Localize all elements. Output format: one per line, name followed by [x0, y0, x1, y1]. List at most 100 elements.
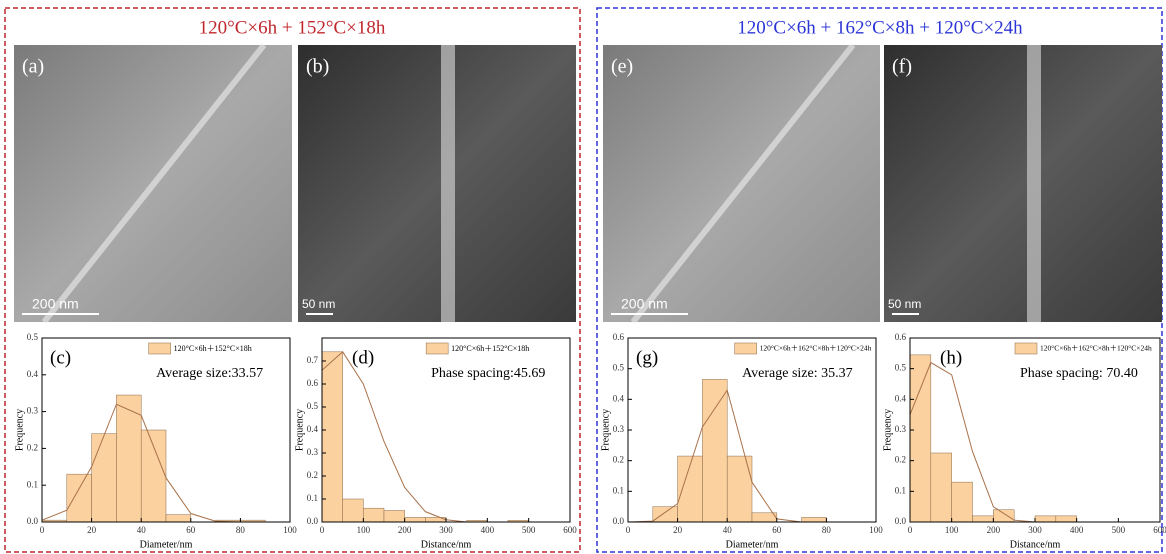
- x-tick-label: 500: [1112, 525, 1126, 535]
- legend-label: 120°C×6h＋152°C×18h: [174, 344, 252, 353]
- x-axis-label: Distance/nm: [1010, 539, 1061, 550]
- scale-label: 200 nm: [32, 296, 79, 312]
- bar: [1034, 515, 1057, 523]
- y-tick-label: 0.4: [307, 424, 319, 434]
- legend-label: 120°C×6h＋152°C×18h: [451, 344, 529, 353]
- y-tick-label: 0.4: [895, 393, 907, 403]
- y-axis-label: Frequency: [14, 409, 25, 451]
- y-tick-label: 0.4: [27, 369, 39, 379]
- y-tick-label: 0.2: [307, 470, 318, 480]
- y-tick-label: 0.1: [307, 493, 318, 503]
- panel-label: (a): [22, 56, 44, 78]
- bar: [165, 514, 192, 523]
- y-axis-label: Frequency: [600, 409, 611, 451]
- x-tick-label: 600: [563, 525, 577, 535]
- x-tick-label: 300: [1028, 525, 1042, 535]
- x-tick-label: 0: [908, 525, 913, 535]
- annotation: Phase spacing: 70.40: [1020, 366, 1138, 381]
- bar: [993, 509, 1015, 523]
- y-tick-label: 0.5: [307, 401, 319, 411]
- scale-label: 50 nm: [888, 297, 921, 311]
- x-axis-label: Diameter/nm: [726, 539, 779, 550]
- x-tick-label: 100: [357, 525, 371, 535]
- x-tick-label: 500: [522, 525, 536, 535]
- bar: [909, 354, 932, 523]
- x-axis-label: Diameter/nm: [140, 539, 193, 550]
- panel-label: (b): [306, 56, 329, 78]
- bar: [930, 452, 952, 523]
- y-tick-label: 0.1: [895, 485, 906, 495]
- bar: [342, 498, 364, 523]
- boundary: [630, 43, 856, 324]
- x-tick-label: 40: [723, 525, 733, 535]
- x-tick-label: 20: [673, 525, 683, 535]
- y-tick-label: 0.0: [27, 516, 39, 526]
- bar: [91, 433, 117, 523]
- y-axis-label: Frequency: [294, 409, 305, 451]
- scale-label: 200 nm: [621, 296, 668, 312]
- x-tick-label: 400: [1070, 525, 1084, 535]
- panel-label: (f): [892, 56, 912, 78]
- panel-label: (c): [50, 347, 71, 368]
- x-tick-label: 100: [945, 525, 959, 535]
- legend-label: 120°C×6h＋162°C×8h＋120°C×24h: [760, 344, 872, 353]
- y-tick-label: 0.4: [613, 393, 625, 403]
- group-title: 120°C×6h + 152°C×18h: [199, 17, 386, 38]
- bar: [726, 455, 753, 523]
- legend-swatch: [425, 342, 449, 355]
- y-tick-label: 0.7: [307, 355, 319, 365]
- y-tick-label: 0.1: [613, 485, 624, 495]
- bar: [677, 455, 703, 523]
- y-tick-label: 0.0: [895, 516, 907, 526]
- bar: [702, 379, 728, 523]
- x-tick-label: 600: [1153, 525, 1166, 535]
- bar: [383, 510, 405, 523]
- x-tick-label: 200: [987, 525, 1001, 535]
- annotation: Phase spacing:45.69: [431, 366, 545, 381]
- y-tick-label: 0.6: [613, 332, 625, 342]
- x-tick-label: 300: [439, 525, 453, 535]
- x-axis-label: Distance/nm: [421, 539, 472, 550]
- y-tick-label: 0.6: [307, 378, 319, 388]
- annotation: Average size: 35.37: [742, 366, 853, 381]
- panel-label: (g): [636, 347, 658, 368]
- panel-label: (h): [940, 347, 962, 368]
- bar: [140, 429, 167, 523]
- y-tick-label: 0.6: [895, 332, 907, 342]
- legend-label: 120°C×6h＋162°C×8h＋120°C×24h: [1040, 344, 1152, 353]
- y-tick-label: 0.3: [895, 424, 907, 434]
- x-tick-label: 80: [822, 525, 832, 535]
- y-axis-label: Frequency: [882, 409, 893, 451]
- x-tick-label: 0: [626, 525, 631, 535]
- y-tick-label: 0.0: [307, 516, 319, 526]
- y-tick-label: 0.5: [27, 332, 39, 342]
- x-tick-label: 40: [137, 525, 147, 535]
- x-tick-label: 0: [320, 525, 325, 535]
- x-tick-label: 200: [398, 525, 412, 535]
- x-tick-label: 100: [283, 525, 297, 535]
- x-tick-label: 60: [772, 525, 782, 535]
- bar: [321, 351, 343, 523]
- boundary: [41, 43, 267, 324]
- bar: [1055, 515, 1077, 523]
- y-tick-label: 0.2: [613, 455, 624, 465]
- y-tick-label: 0.3: [307, 447, 319, 457]
- x-tick-label: 20: [87, 525, 97, 535]
- y-tick-label: 0.5: [895, 363, 907, 373]
- bar: [972, 515, 994, 523]
- scale-label: 50 nm: [302, 297, 335, 311]
- group-title: 120°C×6h + 162°C×8h + 120°C×24h: [737, 17, 1023, 38]
- y-tick-label: 0.2: [895, 455, 906, 465]
- x-tick-label: 60: [186, 525, 196, 535]
- y-tick-label: 0.3: [27, 406, 39, 416]
- bar: [66, 473, 92, 523]
- panel-label: (d): [352, 347, 374, 368]
- legend-swatch: [1014, 342, 1038, 355]
- bar: [801, 517, 827, 523]
- y-tick-label: 0.3: [613, 424, 625, 434]
- x-tick-label: 0: [40, 525, 45, 535]
- y-tick-label: 0.1: [27, 479, 38, 489]
- plot-frame: [41, 337, 291, 523]
- y-tick-label: 0.0: [613, 516, 625, 526]
